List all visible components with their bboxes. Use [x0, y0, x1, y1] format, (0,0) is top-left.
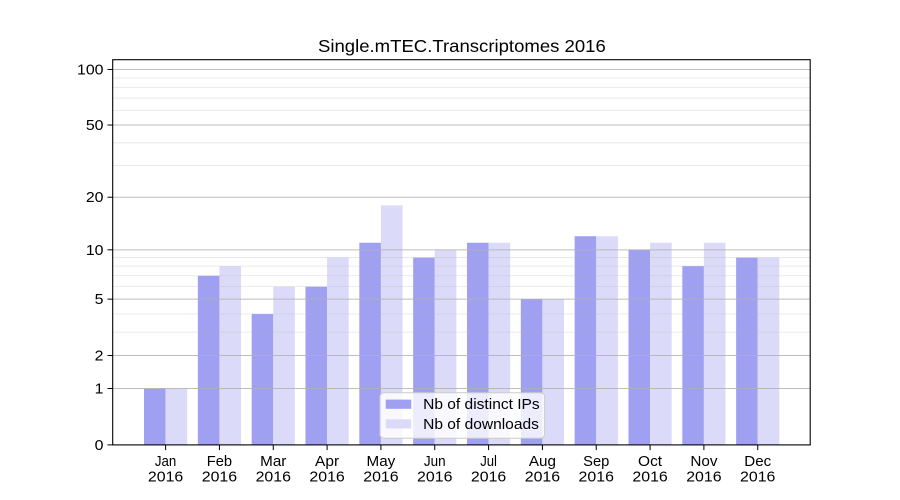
svg-text:Nov: Nov	[690, 454, 718, 470]
svg-text:Jan: Jan	[155, 454, 176, 470]
svg-text:Nb of distinct IPs: Nb of distinct IPs	[423, 397, 540, 413]
svg-text:Apr: Apr	[315, 454, 339, 470]
svg-text:2: 2	[95, 349, 104, 365]
svg-text:2016: 2016	[256, 469, 291, 485]
svg-text:Jun: Jun	[424, 454, 446, 470]
svg-text:100: 100	[77, 62, 104, 78]
svg-text:0: 0	[95, 438, 104, 454]
svg-text:1: 1	[95, 382, 104, 398]
svg-text:2016: 2016	[525, 469, 560, 485]
svg-text:Single.mTEC.Transcriptomes 201: Single.mTEC.Transcriptomes 2016	[318, 36, 606, 56]
svg-text:Sep: Sep	[583, 454, 609, 470]
svg-text:May: May	[367, 454, 396, 470]
svg-text:10: 10	[86, 243, 104, 259]
svg-text:Dec: Dec	[744, 454, 771, 470]
svg-text:2016: 2016	[148, 469, 183, 485]
svg-text:2016: 2016	[740, 469, 775, 485]
svg-text:Jul: Jul	[480, 454, 497, 470]
svg-text:20: 20	[86, 190, 104, 206]
svg-text:Aug: Aug	[529, 454, 556, 470]
svg-text:2016: 2016	[363, 469, 398, 485]
svg-text:Nb of downloads: Nb of downloads	[423, 417, 539, 433]
svg-text:2016: 2016	[471, 469, 506, 485]
svg-text:Feb: Feb	[207, 454, 232, 470]
svg-text:50: 50	[86, 118, 104, 134]
svg-text:Oct: Oct	[638, 454, 662, 470]
svg-text:5: 5	[95, 292, 104, 308]
svg-text:2016: 2016	[309, 469, 344, 485]
svg-text:2016: 2016	[417, 469, 452, 485]
svg-text:Mar: Mar	[260, 454, 286, 470]
svg-text:2016: 2016	[579, 469, 614, 485]
svg-text:2016: 2016	[632, 469, 667, 485]
svg-text:2016: 2016	[686, 469, 721, 485]
svg-text:2016: 2016	[202, 469, 237, 485]
